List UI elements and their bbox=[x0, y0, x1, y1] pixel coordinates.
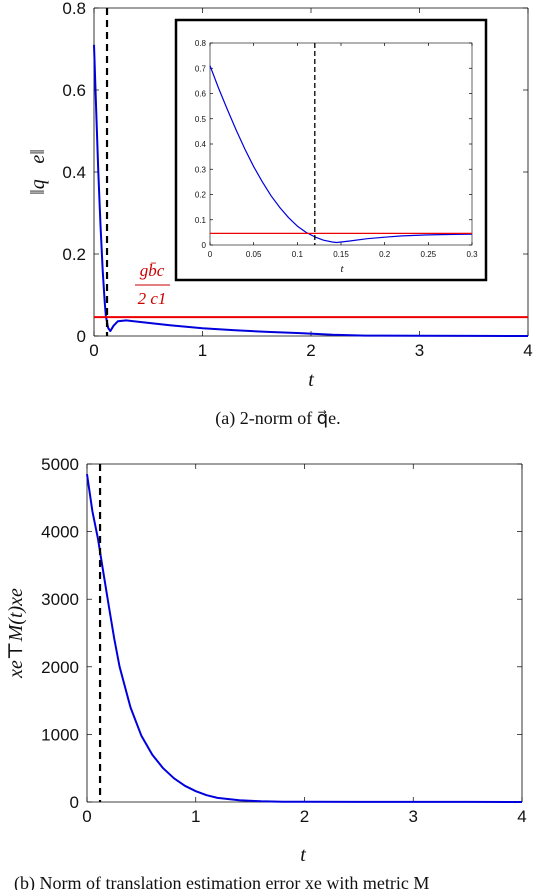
panel-a-caption: (a) 2-norm of q⃗e. bbox=[215, 408, 340, 429]
panel-a-y-tick-label: 0.4 bbox=[62, 163, 86, 182]
panel-a-x-tick-label: 4 bbox=[523, 341, 532, 360]
panel-b-x-tick-label: 0 bbox=[82, 807, 91, 826]
inset-y-tick-label: 0.4 bbox=[195, 140, 207, 149]
panel-b-x-tick-label: 1 bbox=[191, 807, 200, 826]
panel-a-y-tick-label: 0.8 bbox=[62, 0, 86, 18]
panel-b-y-axis-label: xe⊤M(t)xe bbox=[5, 588, 27, 679]
inset-x-tick-label: 0.1 bbox=[292, 250, 304, 259]
panel-a-x-axis-label: t bbox=[308, 369, 314, 391]
inset-x-tick-label: 0.2 bbox=[379, 250, 391, 259]
threshold-label-denominator: 2 c1 bbox=[138, 289, 167, 308]
panel-b-y-tick-label: 5000 bbox=[41, 455, 79, 474]
inset-y-tick-label: 0 bbox=[202, 241, 207, 250]
panel-a-x-tick-label: 0 bbox=[89, 341, 98, 360]
panel-a-x-tick-label: 3 bbox=[415, 341, 424, 360]
inset-frame bbox=[174, 18, 488, 282]
inset-y-tick-label: 0.3 bbox=[195, 165, 207, 174]
inset-y-tick-label: 0.8 bbox=[195, 39, 207, 48]
panel-b-y-tick-label: 0 bbox=[70, 793, 79, 812]
panel-a-series-line-0 bbox=[93, 44, 529, 337]
panel-a-x-tick-label: 2 bbox=[306, 341, 315, 360]
panel-b-x-tick-label: 3 bbox=[409, 807, 418, 826]
panel-b-x-axis-label: t bbox=[300, 844, 306, 866]
inset-series-line-0 bbox=[209, 65, 473, 244]
panel-b-y-tick-label: 3000 bbox=[41, 590, 79, 609]
panel-b-series-line-0 bbox=[86, 473, 523, 803]
panel-a-inset: 0 0.05 0.1 0.15 0.2 0.25 0.3 0 0.1 0.2 0.3 0.4 0.5 0.… bbox=[174, 18, 488, 282]
inset-y-tick-label: 0.7 bbox=[195, 64, 207, 73]
inset-y-tick-label: 0.5 bbox=[195, 115, 207, 124]
panel-b-x-tick-label: 4 bbox=[517, 807, 526, 826]
panel-b-y-tick-label: 1000 bbox=[41, 725, 79, 744]
panel-b-x-tick-label: 2 bbox=[300, 807, 309, 826]
inset-x-axis-label: t bbox=[340, 263, 344, 275]
panel-b-chart: 0 1 2 3 4 0 1000 2000 3000 4000 5000 t xe⊤M(t)xe (… bbox=[5, 455, 527, 890]
inset-y-tick-label: 0.1 bbox=[195, 216, 207, 225]
inset-plot-area: 0 0.05 0.1 0.15 0.2 0.25 0.3 0 0.1 0.2 0.3 0.4 0.5 0.… bbox=[195, 39, 478, 259]
panel-b-plot-area: 0 1 2 3 4 0 1000 2000 3000 4000 5000 bbox=[41, 455, 527, 826]
inset-y-tick-label: 0.6 bbox=[195, 90, 207, 99]
panel-a-y-tick-label: 0.6 bbox=[62, 81, 86, 100]
panel-a-x-tick-label: 1 bbox=[198, 341, 207, 360]
panel-b-y-tick-label: 4000 bbox=[41, 523, 79, 542]
inset-x-tick-label: 0.25 bbox=[421, 250, 437, 259]
panel-b-caption: (b) Norm of translation estimation error… bbox=[14, 873, 429, 890]
panel-b-y-tick-label: 2000 bbox=[41, 658, 79, 677]
inset-y-tick-label: 0.2 bbox=[195, 191, 207, 200]
panel-a-y-tick-label: 0.2 bbox=[62, 245, 86, 264]
panel-a-chart: 0 1 2 3 4 0 0.2 0.4 0.6 0.8 t ‖q⃗e‖ gb̄c 2 c1 (a)… bbox=[27, 0, 533, 429]
inset-x-tick-label: 0 bbox=[208, 250, 213, 259]
threshold-label-numerator: gb̄c bbox=[140, 261, 165, 280]
panel-a-plot-area: 0 1 2 3 4 0 0.2 0.4 0.6 0.8 bbox=[62, 0, 532, 360]
panel-a-y-axis-label: ‖q⃗e‖ bbox=[27, 149, 49, 195]
panel-a-y-tick-label: 0 bbox=[77, 327, 86, 346]
inset-x-tick-label: 0.3 bbox=[466, 250, 478, 259]
threshold-annotation: gb̄c 2 c1 bbox=[135, 261, 170, 308]
inset-x-tick-label: 0.15 bbox=[333, 250, 349, 259]
inset-x-tick-label: 0.05 bbox=[246, 250, 262, 259]
